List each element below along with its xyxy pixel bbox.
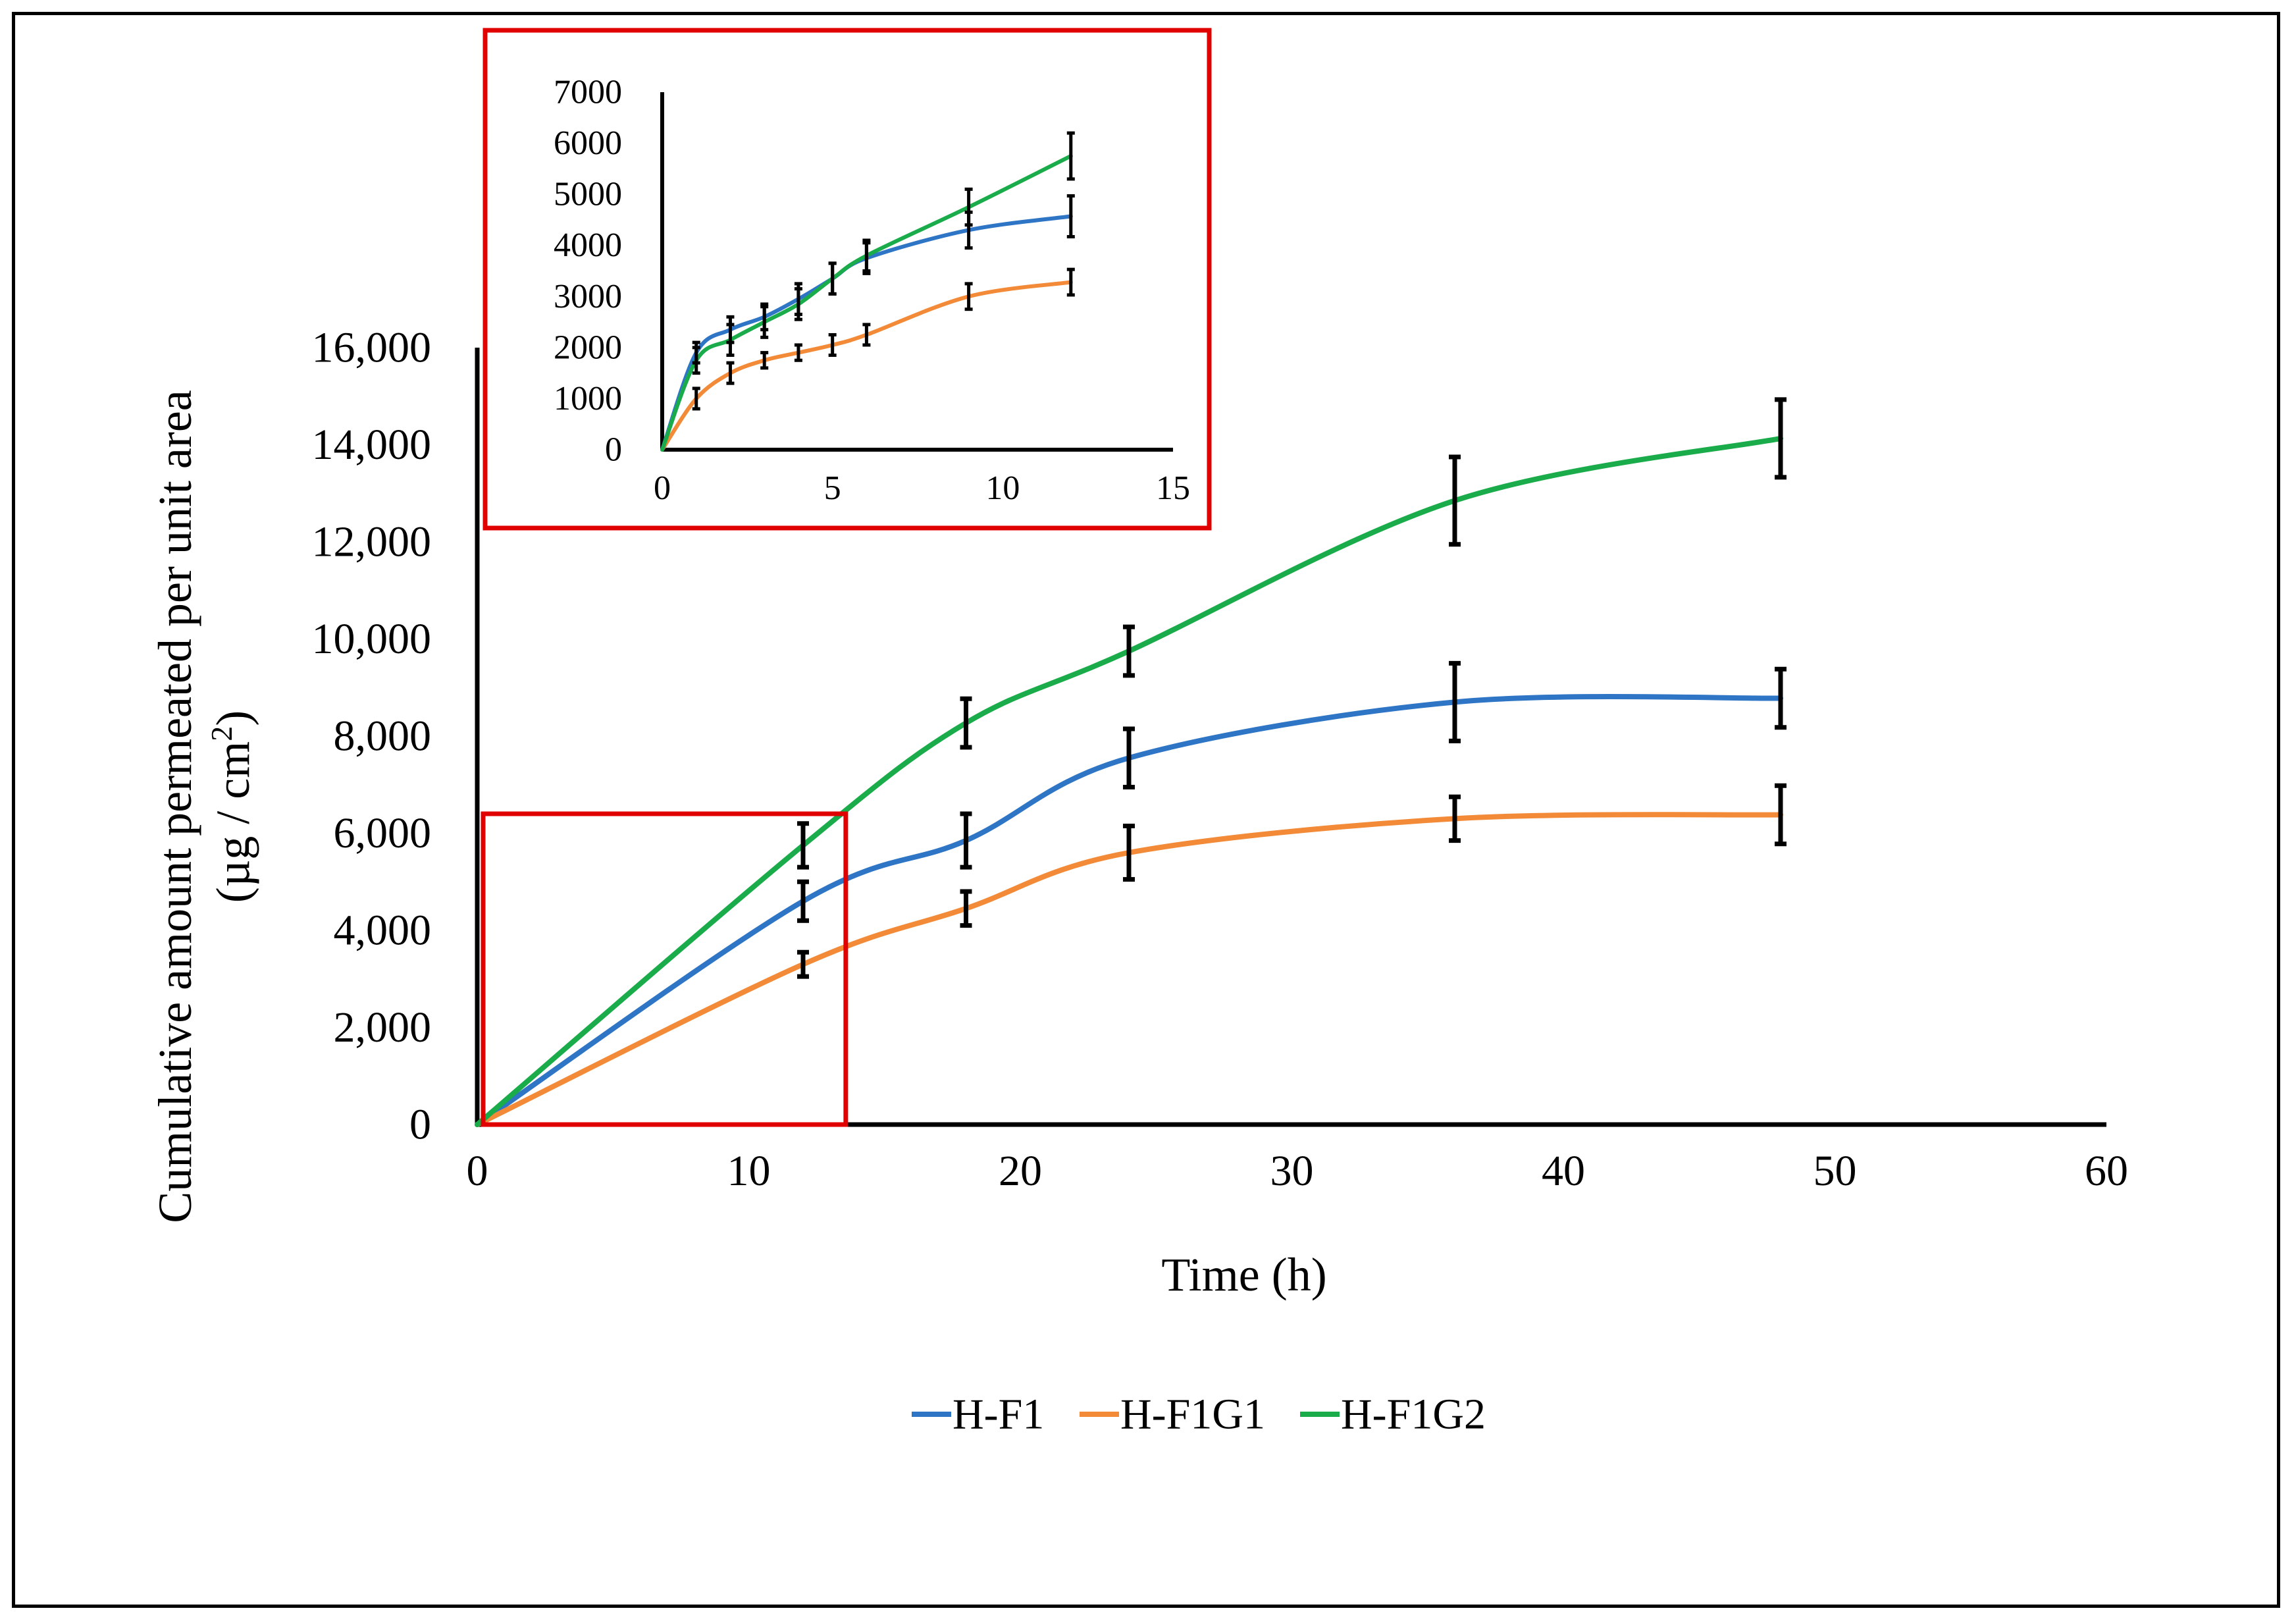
inset-y-tick-label: 3000	[554, 278, 622, 315]
series-line-h-f1g1	[475, 812, 1783, 1127]
y-tick-label: 10,000	[312, 615, 432, 663]
y-tick-label: 0	[409, 1101, 431, 1149]
inset-y-tick-label: 6000	[554, 124, 622, 162]
inset-y-tick-label: 1000	[554, 380, 622, 417]
zoom-region-box	[481, 811, 848, 1127]
inset-border	[483, 28, 1212, 531]
x-tick-label: 40	[1542, 1147, 1585, 1195]
legend-label-h-f1g1: H-F1G1	[1120, 1391, 1265, 1439]
y-tick-label: 6,000	[334, 809, 432, 857]
inset-x-tick-label: 15	[1156, 469, 1190, 507]
y-tick-label: 14,000	[312, 421, 432, 469]
main-error-bars	[797, 397, 1787, 979]
x-tick-label: 60	[2085, 1147, 2128, 1195]
legend-label-h-f1: H-F1	[952, 1391, 1044, 1439]
x-tick-label: 50	[1813, 1147, 1857, 1195]
inset-axes: 0 1000 2000 3000 4000 5000 6000 7000 0 5 10 15	[554, 74, 1190, 508]
inset-y-tick-label: 4000	[554, 226, 622, 264]
inset-x-tick-label: 5	[824, 469, 841, 507]
x-tick-label: 0	[467, 1147, 488, 1195]
legend: H-F1 H-F1G1 H-F1G2	[912, 1391, 1486, 1439]
y-tick-label: 16,000	[312, 324, 432, 372]
x-tick-label: 30	[1270, 1147, 1314, 1195]
x-axis-label: Time (h)	[1161, 1248, 1326, 1301]
inset-y-tick-label: 0	[605, 431, 622, 469]
inset-y-tick-label: 2000	[554, 329, 622, 366]
inset-y-tick-label: 5000	[554, 176, 622, 213]
inset-error-bars	[692, 131, 1075, 411]
inset-chart: 0 1000 2000 3000 4000 5000 6000 7000 0 5 10 15	[483, 28, 1212, 531]
series-line-h-f1g2	[475, 435, 1783, 1127]
figure-frame	[12, 12, 2280, 1608]
y-tick-label: 8,000	[334, 712, 432, 760]
y-tick-label: 4,000	[334, 907, 432, 955]
y-axis-label-line1: Cumulative amount permeated per unit are…	[149, 390, 201, 1223]
main-series-group	[475, 435, 1783, 1127]
series-line-h-f1	[475, 694, 1783, 1127]
x-tick-label: 20	[999, 1147, 1042, 1195]
main-plot: 0 2,000 4,000 6,000 8,000 10,000 12,000 14,000 1…	[312, 324, 2129, 1196]
y-tick-label: 2,000	[334, 1003, 432, 1051]
y-axis-label-line2: (µg / cm2)	[205, 710, 259, 903]
inset-x-tick-label: 10	[985, 469, 1020, 507]
legend-label-h-f1g2: H-F1G2	[1341, 1391, 1486, 1439]
inset-y-tick-label: 7000	[554, 74, 622, 111]
inset-x-tick-label: 0	[654, 469, 671, 507]
y-tick-label: 12,000	[312, 518, 432, 566]
x-tick-label: 10	[727, 1147, 771, 1195]
